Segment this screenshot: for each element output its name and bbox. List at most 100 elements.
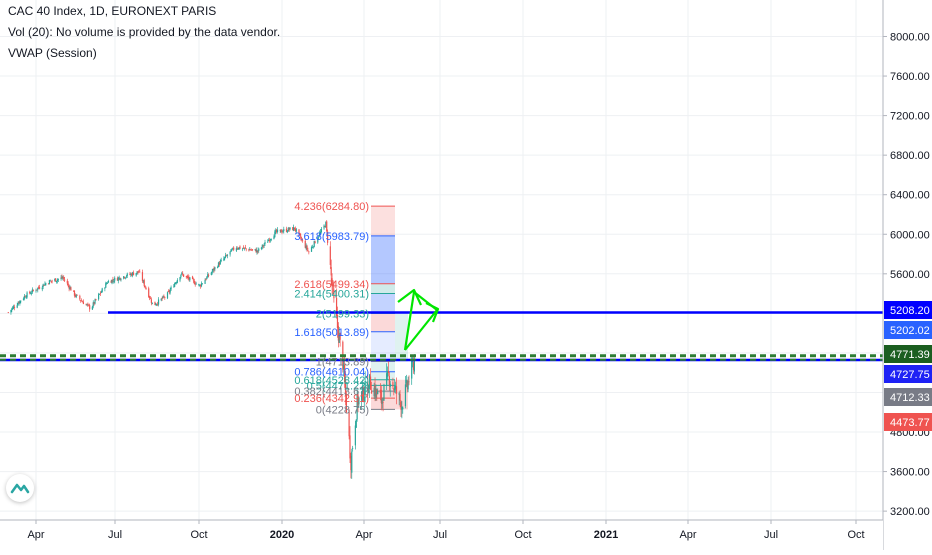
candle-body [288,228,290,230]
fib-zone [395,331,408,362]
green-arrow-head[interactable] [425,302,440,323]
candle-body [412,361,414,363]
candle-body [363,396,365,402]
candle-body [49,280,51,282]
candle-body [254,249,256,250]
candle-body [186,275,188,277]
candle-body [123,276,126,278]
fib-level-label: 1(4713.89) [316,356,369,368]
candle-body [248,249,250,251]
candle-body [323,225,325,229]
candle-body [54,279,56,281]
candle-body [157,303,159,305]
candle-body [379,389,381,394]
price-label-badge[interactable] [884,321,932,339]
price-label-badge[interactable] [884,345,932,363]
candle-body [12,307,14,310]
candle-body [357,394,359,406]
candle-body [161,298,163,299]
candle-body [231,249,233,251]
candle-body [400,401,402,410]
candle-body [380,389,382,403]
candle-body [325,221,327,228]
volume-note: Vol (20): No volume is provided by the d… [8,25,281,39]
candle-body [268,239,271,242]
tradingview-logo[interactable] [6,474,34,502]
candle-body [145,287,147,290]
candle-body [91,306,93,310]
candle-body [232,247,234,249]
price-label-badge[interactable] [884,301,932,319]
candle-body [327,231,329,243]
candle-body [117,277,119,281]
candle-body [413,359,415,372]
candle-body [139,271,141,273]
candle-body [218,262,220,265]
candle-body [223,258,225,261]
candle-body [66,280,68,284]
candle-body [141,272,144,282]
candle-body [48,280,51,285]
candle-body [313,240,315,248]
candle-body [324,226,326,228]
horizontal-lines[interactable] [0,311,883,362]
fib-level-label: 0.786(4610.04) [294,367,369,379]
candle-body [62,277,64,279]
candle-body [93,302,95,304]
time-axis[interactable]: Apr Jul Oct 2020 Apr Jul Oct 2021 Apr Jul Oct [0,519,883,550]
candle-body [138,271,140,273]
candle-body [182,273,184,275]
candle-body [76,294,78,296]
price-label-badge[interactable] [884,365,932,383]
candle-body [354,425,356,446]
candle-body [242,247,245,249]
green-arrow-head[interactable] [397,288,422,306]
candle-body [124,277,127,279]
candle-body [285,228,288,232]
candle-body [205,279,207,280]
candle-body [87,303,89,305]
candle-body [79,295,81,300]
candle-body [98,293,101,295]
candle-body [326,221,328,232]
candle-body [412,361,415,370]
chart-title: CAC 40 Index, 1D, EURONEXT PARIS [8,4,217,18]
candle-body [98,294,100,300]
candle-body [314,241,316,244]
candle-body [216,267,219,268]
candle-body [106,282,109,284]
candle-body [374,384,376,397]
candle-body [88,304,90,306]
candle-body [32,290,34,292]
candle-body [318,236,320,238]
price-tick-label: 3200.00 [890,506,930,518]
candle-body [56,279,59,282]
candle-body [276,229,279,233]
price-axis[interactable]: 8000.00 7600.00 7200.00 6800.00 6400.00 6000.… [882,0,932,550]
candle-body [235,248,237,251]
candle-body [376,389,378,394]
time-tick-label: 2021 [594,529,618,541]
candle-body [51,280,53,282]
candle-body [404,384,407,407]
mountain-icon [10,483,30,494]
candle-body [20,300,22,302]
candle-body [333,289,335,299]
candle-body [275,230,277,232]
candle-body [389,383,391,387]
time-axis-bg [0,520,883,550]
price-label-badge[interactable] [884,388,932,406]
fib-level-label: 2(5199.33) [316,308,369,320]
candle-body [200,283,203,287]
green-arrow[interactable] [403,290,439,351]
candle-body [339,333,341,340]
candle-body [22,298,25,300]
candle-body [264,241,266,244]
arrow-drawing[interactable] [397,288,440,351]
candle-body [31,289,34,293]
price-label-badge[interactable] [884,413,932,431]
price-tick-label: 7600.00 [890,71,930,83]
candle-body [107,281,110,283]
